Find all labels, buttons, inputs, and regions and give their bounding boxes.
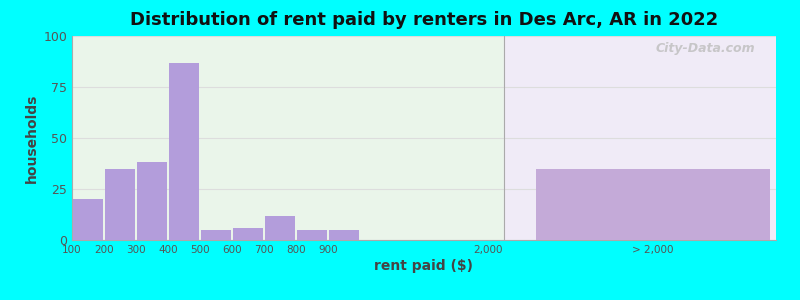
Bar — [137, 163, 167, 240]
Bar — [536, 169, 770, 240]
Bar — [329, 230, 359, 240]
Bar — [73, 199, 103, 240]
Bar — [297, 230, 327, 240]
Y-axis label: households: households — [25, 93, 39, 183]
Text: City-Data.com: City-Data.com — [655, 42, 755, 55]
Title: Distribution of rent paid by renters in Des Arc, AR in 2022: Distribution of rent paid by renters in … — [130, 11, 718, 29]
Bar — [233, 228, 263, 240]
Bar — [265, 215, 295, 240]
X-axis label: rent paid ($): rent paid ($) — [374, 259, 474, 273]
Bar — [201, 230, 231, 240]
Bar — [72, 36, 504, 240]
Bar — [105, 169, 135, 240]
Bar — [169, 62, 199, 240]
Bar — [504, 36, 776, 240]
